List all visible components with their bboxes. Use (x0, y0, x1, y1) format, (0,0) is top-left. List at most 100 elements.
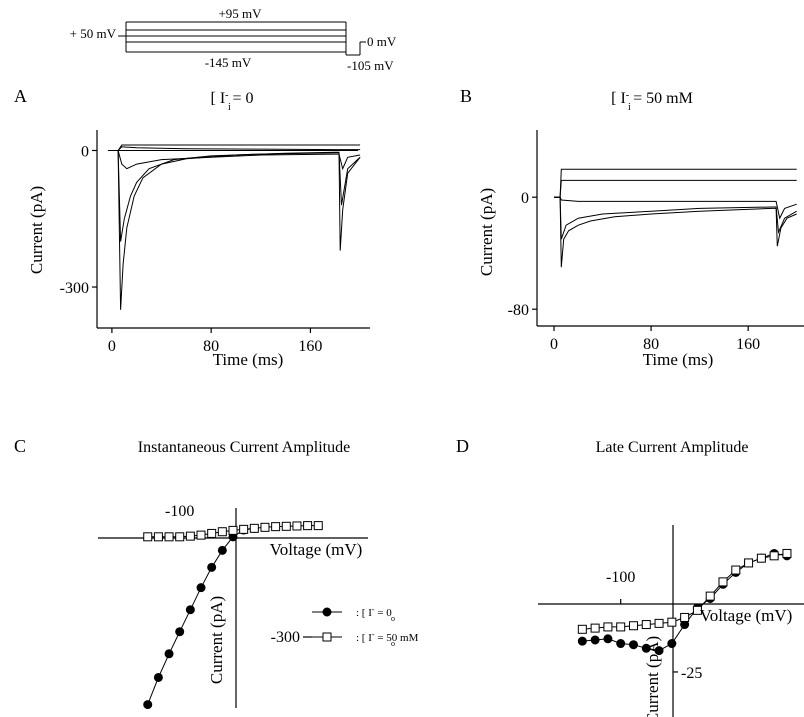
panel-d-ticks: -100 -25 (606, 569, 702, 682)
panel-a-y-label: Current (pA) (27, 186, 46, 274)
current-trace (111, 146, 361, 151)
data-point-filled (603, 634, 613, 644)
panel-c-x-label: Voltage (mV) (270, 540, 363, 559)
panel-d-y-label: Current (pA) (643, 636, 662, 717)
panel-c-ticks: -100 -300 (165, 503, 312, 646)
panel-a-title-subscript: i (228, 102, 231, 113)
data-point-filled (667, 639, 677, 649)
current-trace (554, 179, 797, 198)
data-point-open (143, 532, 153, 542)
panel-d: D Late Current Amplitude -100 -25 Voltage… (456, 436, 804, 717)
data-point-filled (654, 646, 664, 656)
x-tick-label: 0 (550, 336, 558, 353)
panel-letter-d: D (456, 436, 469, 456)
data-point-filled (196, 583, 206, 593)
y-tick-label: 0 (521, 190, 529, 207)
iv-curve (147, 527, 255, 705)
current-trace (111, 150, 361, 242)
data-point-open (196, 530, 206, 540)
x-tick-label: 160 (736, 336, 760, 353)
panel-letter-a: A (14, 86, 27, 106)
data-point-open (239, 524, 249, 534)
data-point-open (217, 527, 227, 537)
data-point-filled (175, 627, 185, 637)
panel-c-y-label: Current (pA) (207, 596, 226, 684)
data-point-open (207, 528, 217, 538)
legend-entry-1-subscript: o (391, 614, 395, 623)
current-trace (554, 196, 797, 220)
panel-c-title: Instantaneous Current Amplitude (138, 439, 350, 456)
data-point-open (260, 522, 270, 532)
panel-d-points (577, 548, 792, 656)
panel-b: B [ I- = 50 mM i 0 80 160 0 -80 Time (ms) Cu… (460, 86, 804, 369)
data-point-open (692, 605, 702, 615)
panel-c: C Instantaneous Current Amplitude -100 -3… (14, 436, 419, 710)
data-point-open (271, 522, 281, 532)
x-tick-label: -100 (606, 569, 635, 586)
data-point-open (164, 532, 174, 542)
y-tick-label: -300 (60, 280, 89, 297)
current-trace (111, 150, 361, 310)
y-tick-label: 0 (81, 143, 89, 160)
data-point-open (680, 612, 690, 622)
legend-marker-filled-circle (322, 607, 332, 617)
data-point-open (616, 622, 626, 632)
iv-curve (582, 552, 787, 652)
data-point-open (756, 553, 766, 563)
data-point-open (654, 618, 664, 628)
data-point-open (313, 521, 323, 531)
data-point-open (769, 551, 779, 561)
data-point-open (577, 624, 587, 634)
panel-b-title-subscript: i (628, 102, 631, 113)
voltage-protocol: + 50 mV +95 mV -145 mV 0 mV -105 mV (70, 6, 397, 73)
panel-c-points (143, 521, 323, 710)
legend-entry-1: : [ I- = 0 (356, 605, 392, 620)
data-point-open (185, 531, 195, 541)
protocol-tail-label: 0 mV (367, 34, 397, 49)
data-point-filled (164, 649, 174, 659)
protocol-top-label: +95 mV (218, 6, 262, 21)
protocol-bottom-label: -145 mV (205, 55, 252, 70)
data-point-filled (153, 672, 163, 682)
data-point-open (731, 565, 741, 575)
data-point-open (153, 532, 163, 542)
panel-a-traces (107, 144, 361, 310)
data-point-filled (641, 643, 651, 653)
current-trace (554, 196, 797, 240)
data-point-open (603, 622, 613, 632)
data-point-open (281, 521, 291, 531)
data-point-filled (217, 545, 227, 555)
current-trace (554, 196, 797, 268)
data-point-open (782, 548, 792, 558)
panel-letter-c: C (14, 436, 26, 456)
protocol-hold-label: + 50 mV (70, 26, 117, 41)
data-point-open (641, 620, 651, 630)
data-point-open (303, 521, 313, 531)
y-tick-label: -80 (508, 302, 529, 319)
panel-a-x-label: Time (ms) (213, 350, 284, 369)
data-point-open (667, 617, 677, 627)
data-point-open (228, 525, 238, 535)
data-point-open (292, 521, 302, 531)
data-point-open (590, 623, 600, 633)
y-tick-label: -300 (271, 629, 300, 646)
data-point-open (744, 558, 754, 568)
x-tick-label: 0 (108, 338, 116, 355)
data-point-filled (185, 605, 195, 615)
panel-b-traces (554, 168, 797, 268)
data-point-filled (577, 636, 587, 646)
legend-marker-open-square (322, 632, 332, 642)
x-tick-label: 160 (298, 338, 322, 355)
legend-entry-2: : [ I- = 50 mM (356, 630, 419, 645)
x-tick-label: -100 (165, 503, 194, 520)
panel-d-title: Late Current Amplitude (596, 439, 749, 456)
data-point-open (175, 532, 185, 542)
panel-a-title: [ I- = 0 (210, 90, 253, 108)
data-point-filled (616, 639, 626, 649)
data-point-open (718, 577, 728, 587)
y-tick-label: -25 (681, 665, 702, 682)
panel-a-ticks: 0 80 160 0 -300 (60, 143, 323, 355)
panel-d-x-label: Voltage (mV) (700, 606, 793, 625)
x-tick-label: 80 (643, 336, 659, 353)
